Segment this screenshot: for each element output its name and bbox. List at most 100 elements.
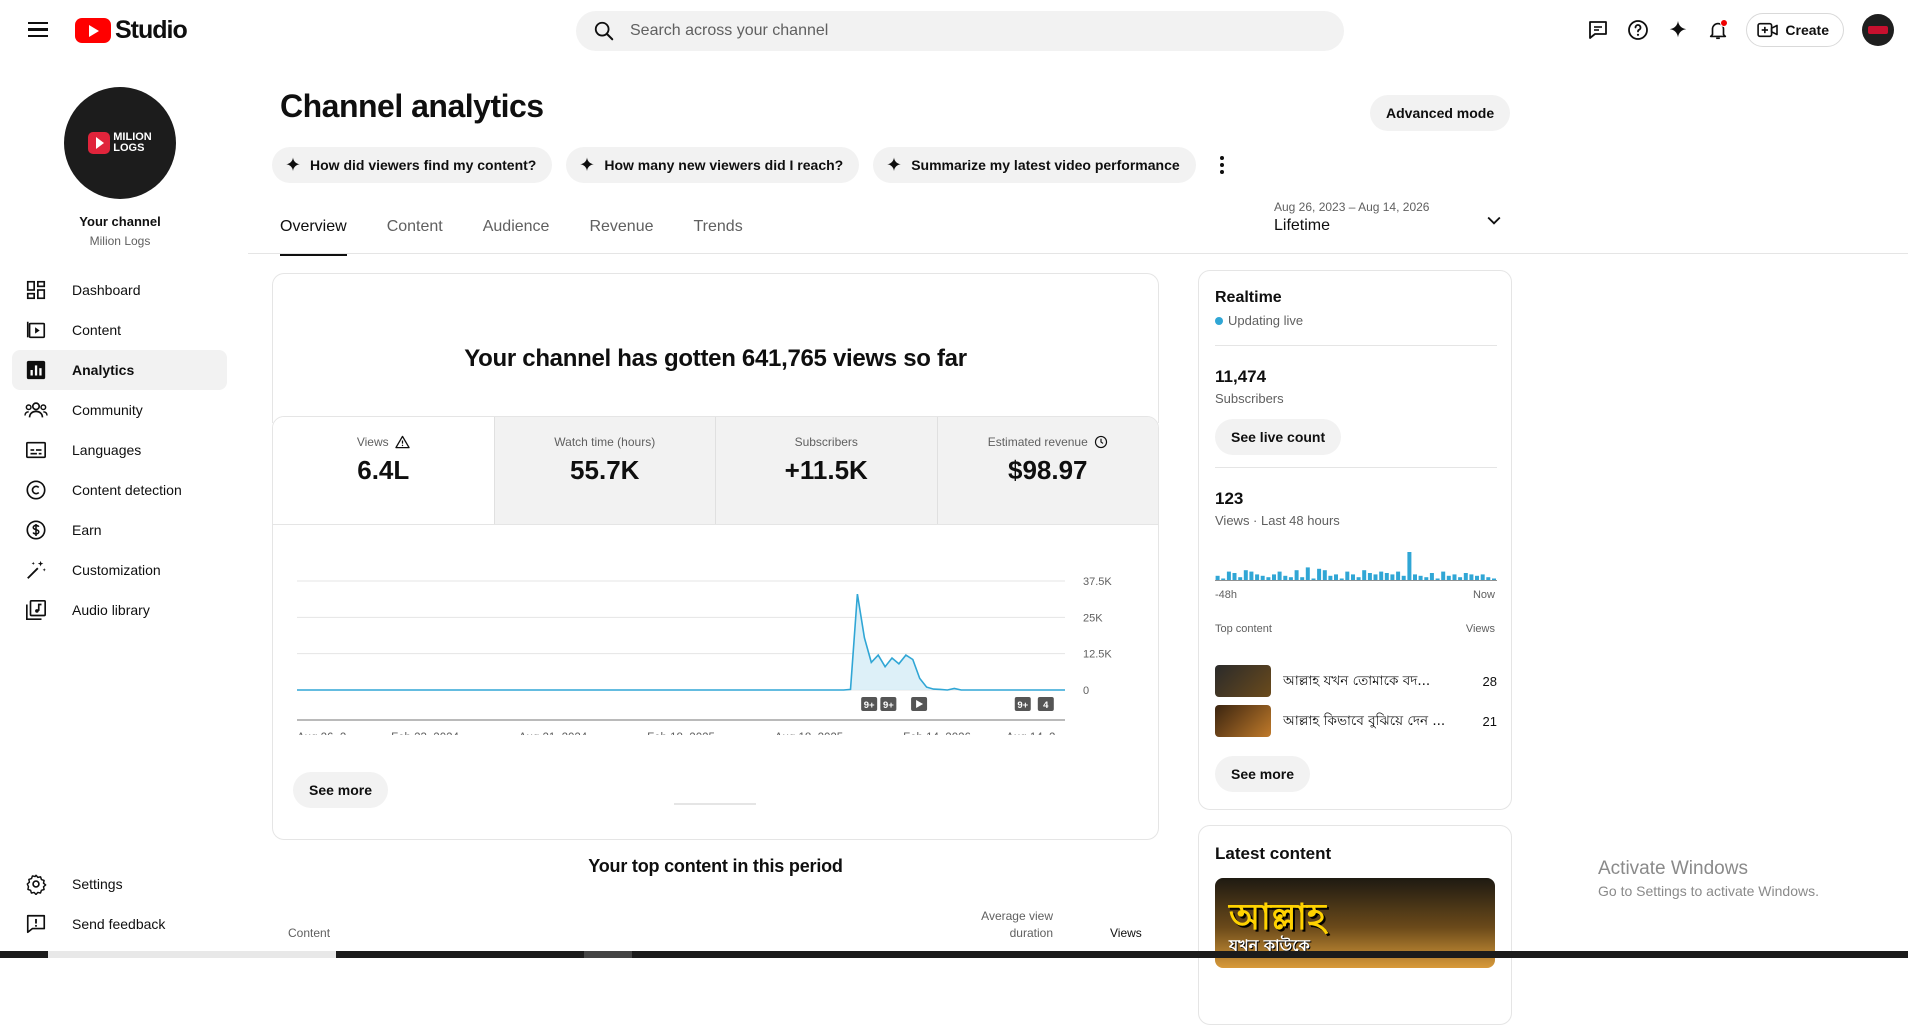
metric-revenue[interactable]: Estimated revenue $98.97 xyxy=(936,417,1158,524)
video-thumbnail xyxy=(1215,705,1271,737)
spark-bar xyxy=(1379,571,1384,580)
spark-bar xyxy=(1362,570,1367,580)
top-content-title: Your top content in this period xyxy=(588,856,843,876)
spark-start-label: -48h xyxy=(1215,589,1238,601)
chip-new-viewers[interactable]: How many new viewers did I reach? xyxy=(566,147,860,183)
divider xyxy=(1215,345,1497,346)
realtime-content-row[interactable]: আল্লাহ যখন তোমাকে বদ... 28 xyxy=(1215,664,1497,698)
video-marker[interactable]: 9+ xyxy=(1014,697,1031,711)
sidebar-item-content-detection[interactable]: Content detection xyxy=(12,470,227,510)
spark-bar xyxy=(1288,577,1293,580)
divider xyxy=(1215,467,1497,468)
notifications-icon[interactable] xyxy=(1698,10,1738,50)
advanced-mode-button[interactable]: Advanced mode xyxy=(1370,95,1511,131)
sparkle-icon xyxy=(887,157,901,171)
account-avatar[interactable] xyxy=(1862,14,1894,46)
svg-text:9+: 9+ xyxy=(1017,700,1028,711)
date-range-selector[interactable]: Aug 26, 2023 – Aug 14, 2026 Lifetime xyxy=(1274,198,1514,248)
video-title: আল্লাহ কিভাবে বুঝিয়ে দেন ... xyxy=(1283,712,1446,729)
metric-watch-time[interactable]: Watch time (hours) 55.7K xyxy=(493,417,715,524)
sidebar-item-languages[interactable]: Languages xyxy=(12,430,227,470)
top-actions: Create xyxy=(1578,10,1908,50)
top-content-views-col: Views xyxy=(1465,623,1495,635)
spark-bar xyxy=(1243,570,1248,580)
spark-bar xyxy=(1429,573,1434,580)
thumbnail-text: আল্লাহ xyxy=(1229,897,1326,938)
video-marker[interactable]: 9+ xyxy=(861,697,878,711)
video-marker-play-icon[interactable] xyxy=(911,697,928,711)
subscriber-count: 11,474 xyxy=(1215,367,1267,386)
tab-trends[interactable]: Trends xyxy=(693,218,743,235)
search-bar[interactable] xyxy=(576,11,1344,51)
spark-bar xyxy=(1322,570,1327,580)
col-content[interactable]: Content xyxy=(288,926,331,940)
create-label: Create xyxy=(1785,22,1829,38)
spark-bar xyxy=(1367,573,1372,580)
sidebar-item-label: Dashboard xyxy=(72,282,141,298)
spark-bar xyxy=(1407,552,1412,580)
sidebar-item-send-feedback[interactable]: Send feedback xyxy=(12,904,227,944)
tab-content[interactable]: Content xyxy=(386,218,443,235)
sidebar-item-analytics[interactable]: Analytics xyxy=(12,350,227,390)
spark-bar xyxy=(1277,571,1282,580)
metric-views[interactable]: Views 6.4L xyxy=(273,417,494,524)
realtime-sparkline[interactable] xyxy=(1215,547,1497,585)
views-chart[interactable]: 37.5K 25K 12.5K 0 Aug 26, 2... Feb 23, 2024 Au… xyxy=(273,525,1160,735)
comments-icon[interactable] xyxy=(1578,10,1618,50)
tab-audience[interactable]: Audience xyxy=(482,218,550,235)
realtime-see-more-button[interactable]: See more xyxy=(1215,756,1311,792)
sidebar-item-content[interactable]: Content xyxy=(12,310,227,350)
feedback-icon xyxy=(24,912,48,936)
series-line[interactable] xyxy=(297,593,1065,691)
activate-windows-watermark: Activate Windows Go to Settings to activ… xyxy=(1598,858,1819,899)
menu-icon[interactable] xyxy=(22,18,54,44)
col-avg-view-duration[interactable]: Average view duration xyxy=(981,909,1053,940)
tab-revenue[interactable]: Revenue xyxy=(589,218,654,235)
chip-viewers-find-content[interactable]: How did viewers find my content? xyxy=(272,147,553,183)
spark-bar xyxy=(1492,578,1496,580)
search-input[interactable] xyxy=(630,22,1310,40)
channel-avatar[interactable]: MILION LOGS xyxy=(64,87,176,199)
spark-bar xyxy=(1424,577,1429,580)
sidebar-item-label: Community xyxy=(72,402,143,418)
sidebar-item-audio-library[interactable]: Audio library xyxy=(12,590,227,630)
video-views: 21 xyxy=(1482,713,1497,729)
create-button[interactable]: Create xyxy=(1746,13,1844,47)
series-area xyxy=(297,594,1065,690)
chip-label: How many new viewers did I reach? xyxy=(604,157,844,173)
search-icon[interactable] xyxy=(584,11,624,51)
col-views[interactable]: Views xyxy=(1110,926,1142,940)
realtime-content-row[interactable]: আল্লাহ কিভাবে বুঝিয়ে দেন ... 21 xyxy=(1215,704,1497,738)
y-tick-label: 0 xyxy=(1083,685,1089,697)
sidebar-item-dashboard[interactable]: Dashboard xyxy=(12,270,227,310)
x-tick-label: Aug 26, 2... xyxy=(297,732,356,735)
x-tick-label: Aug 14, 2... xyxy=(1006,732,1065,735)
metric-label: Subscribers xyxy=(794,435,858,449)
overview-see-more-button[interactable]: See more xyxy=(293,772,389,808)
see-live-count-button[interactable]: See live count xyxy=(1215,419,1342,455)
play-logo-icon xyxy=(88,132,111,154)
logo-line-1: MILION xyxy=(113,131,152,143)
chip-summarize-latest[interactable]: Summarize my latest video performance xyxy=(873,147,1196,183)
video-marker[interactable]: 4 xyxy=(1037,697,1054,711)
notification-dot xyxy=(1720,19,1729,27)
sparkle-icon[interactable] xyxy=(1658,10,1698,50)
section-divider xyxy=(674,803,756,805)
tab-overview[interactable]: Overview xyxy=(280,218,347,256)
audio-library-icon xyxy=(24,598,48,622)
sidebar-item-label: Content detection xyxy=(72,482,182,498)
video-marker[interactable]: 9+ xyxy=(880,697,897,711)
realtime-views-count: 123 xyxy=(1215,489,1244,508)
metric-subscribers[interactable]: Subscribers +11.5K xyxy=(715,417,937,524)
sidebar-item-earn[interactable]: Earn xyxy=(12,510,227,550)
spark-bar xyxy=(1249,571,1254,580)
sidebar-item-customization[interactable]: Customization xyxy=(12,550,227,590)
help-icon[interactable] xyxy=(1618,10,1658,50)
sidebar-item-community[interactable]: Community xyxy=(12,390,227,430)
sidebar-item-settings[interactable]: Settings xyxy=(12,864,227,904)
top-bar: Studio Create xyxy=(0,0,1908,60)
more-options-icon[interactable] xyxy=(1210,147,1234,183)
gear-icon xyxy=(24,872,48,896)
sidebar-item-label: Audio library xyxy=(72,602,150,618)
studio-logo[interactable]: Studio xyxy=(75,16,188,45)
